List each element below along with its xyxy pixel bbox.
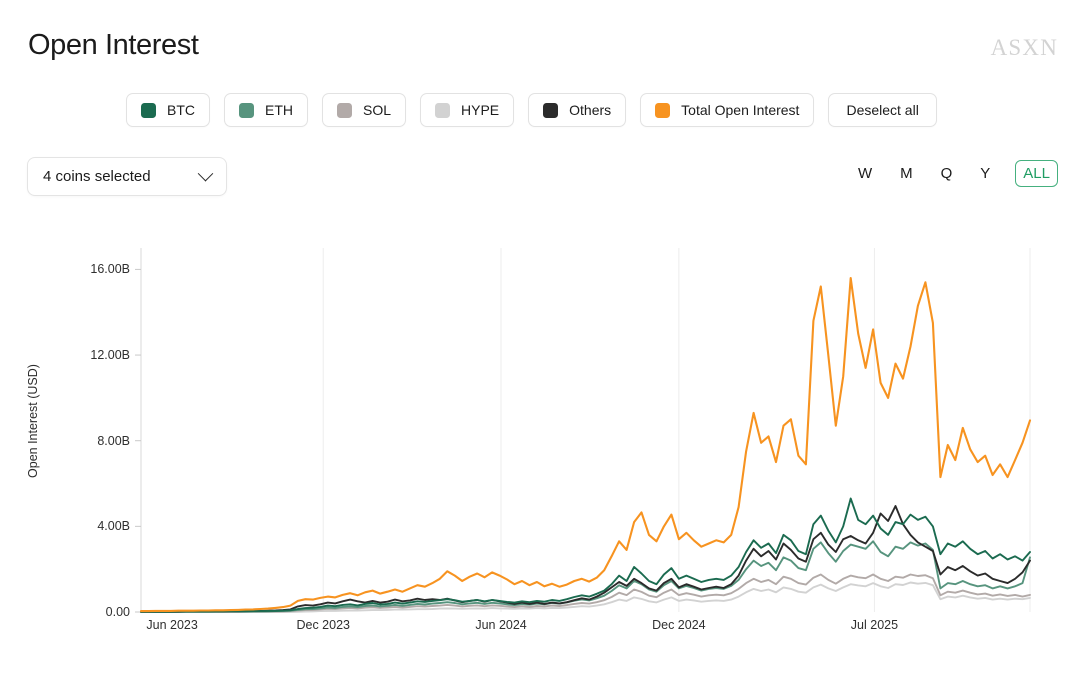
legend-chip-label: SOL [363,102,392,118]
legend-chip-total-open-interest[interactable]: Total Open Interest [640,93,815,127]
y-tick-label: 12.00B [90,348,130,363]
legend-chip-label: Total Open Interest [681,102,800,118]
color-swatch-icon [655,102,671,118]
range-button-all[interactable]: ALL [1015,160,1058,187]
y-tick-label: 4.00B [97,519,130,534]
y-tick-label: 8.00B [97,433,130,448]
x-tick-label: Jun 2023 [146,618,198,632]
x-tick-label: Dec 2024 [652,618,706,632]
legend-chip-eth[interactable]: ETH [224,93,308,127]
series-line-btc [140,497,1031,613]
legend-chip-label: Others [569,102,612,118]
legend-chip-deselect-all[interactable]: Deselect all [828,93,937,127]
legend-chip-sol[interactable]: SOL [322,93,407,127]
y-tick-label: 16.00B [90,262,130,277]
legend-chip-label: BTC [167,102,195,118]
legend-chip-others[interactable]: Others [528,93,627,127]
page-title: Open Interest [28,29,199,61]
color-swatch-icon [435,102,451,118]
x-tick-label: Jul 2025 [850,618,899,632]
range-button-y[interactable]: Y [977,164,993,183]
legend-chip-label: Deselect all [846,102,919,118]
range-button-w[interactable]: W [855,164,875,183]
legend-chip-label: ETH [265,102,293,118]
color-swatch-icon [543,102,559,118]
open-interest-chart: Open Interest (USD) 0.00 4.00B 8.00B 12.00B… [0,228,1080,648]
color-swatch-icon [239,102,254,118]
chart-plot-area [135,248,1032,613]
legend-chip-hype[interactable]: HYPE [420,93,515,127]
range-button-q[interactable]: Q [938,164,956,183]
y-axis-ticks: 0.00 4.00B 8.00B 12.00B 16.00B [48,228,130,619]
color-swatch-icon [141,102,156,118]
time-range-group: W M Q Y ALL [855,160,1058,187]
legend-row: BTC ETH SOL HYPE Others Total Open Interest De… [126,93,937,127]
x-tick-label: Jun 2024 [475,618,527,632]
chevron-down-icon [197,165,214,182]
color-swatch-icon [337,102,352,118]
legend-chip-label: HYPE [461,102,500,118]
asxn-logo: ASXN [990,35,1058,60]
x-tick-label: Dec 2023 [296,618,350,632]
series-line-total-open-interest [139,276,1032,613]
range-button-m[interactable]: M [897,164,916,183]
y-tick-label: 0.00 [105,605,130,619]
legend-chip-btc[interactable]: BTC [126,93,210,127]
coin-selector-value: 4 coins selected [43,168,151,185]
coin-selector-dropdown[interactable]: 4 coins selected [27,157,227,196]
